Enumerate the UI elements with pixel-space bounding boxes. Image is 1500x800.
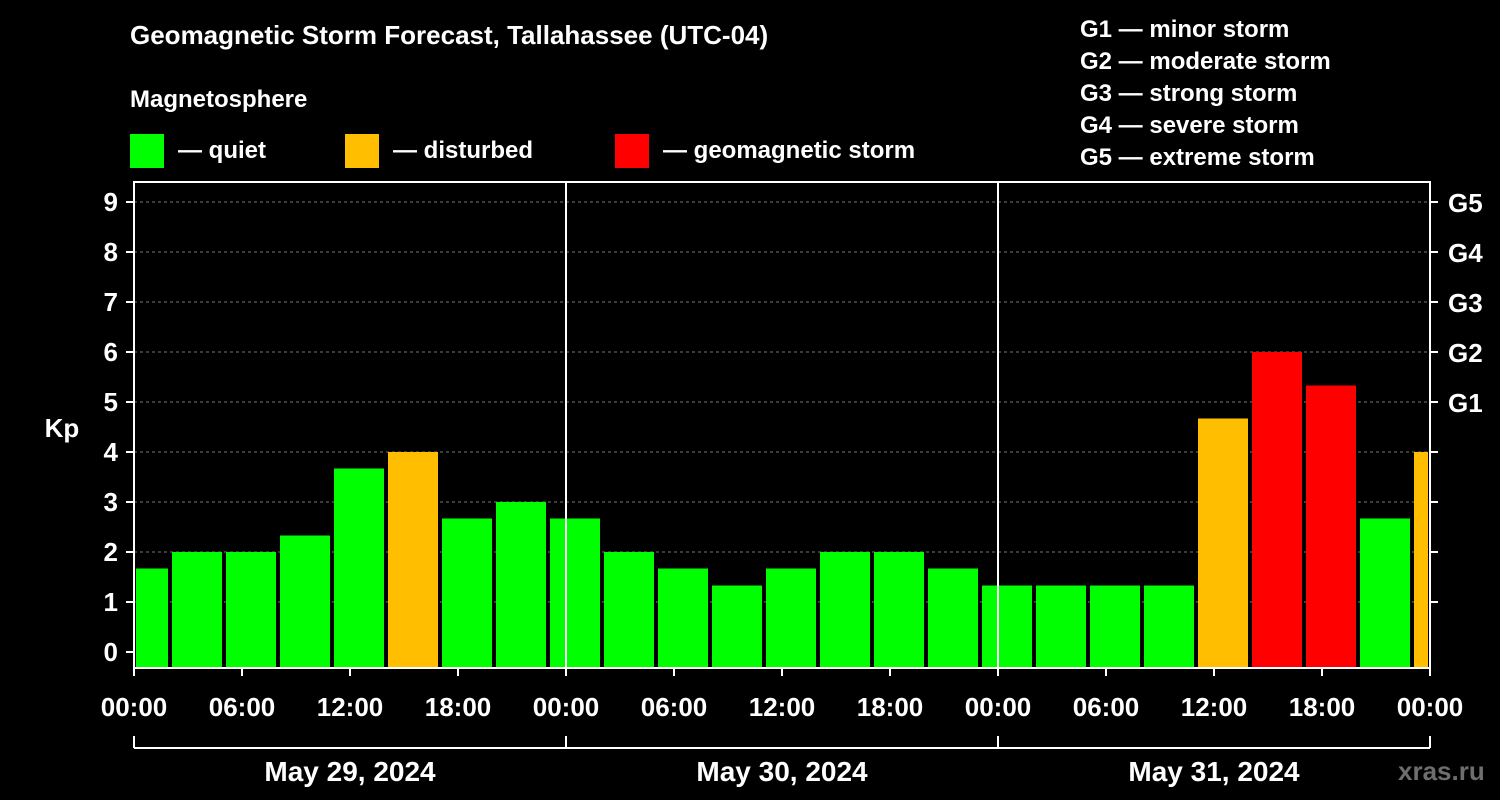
- legend-quiet-label: — quiet: [178, 137, 266, 164]
- bar-12: [766, 568, 816, 668]
- storm-level-g1: G1 — minor storm: [1080, 16, 1290, 43]
- x-tick-label-12: 00:00: [1397, 692, 1464, 722]
- x-tick-label-8: 00:00: [965, 692, 1032, 722]
- bar-21: [1252, 352, 1302, 668]
- bar-2: [226, 552, 276, 668]
- bar-18: [1090, 585, 1140, 668]
- watermark: xras.ru: [1398, 756, 1485, 786]
- y-tick-label-1: 1: [104, 587, 118, 617]
- x-tick-label-7: 18:00: [857, 692, 924, 722]
- bar-22: [1306, 385, 1356, 668]
- bar-10: [658, 568, 708, 668]
- legend-storm-swatch: [615, 134, 649, 168]
- legend-disturbed-label: — disturbed: [393, 137, 534, 164]
- g-label-g3: G3: [1448, 288, 1483, 318]
- y-tick-label-3: 3: [104, 487, 118, 517]
- bar-6: [442, 518, 492, 668]
- g-label-g4: G4: [1448, 238, 1483, 268]
- storm-level-g5: G5 — extreme storm: [1080, 144, 1315, 171]
- bar-20: [1198, 418, 1248, 668]
- bar-15: [928, 568, 978, 668]
- bar-13: [820, 552, 870, 668]
- y-tick-label-8: 8: [104, 237, 118, 267]
- bar-5: [388, 452, 438, 668]
- x-tick-label-6: 12:00: [749, 692, 816, 722]
- y-tick-label-5: 5: [104, 387, 118, 417]
- legend-disturbed-swatch: [345, 134, 379, 168]
- y-tick-label-6: 6: [104, 337, 118, 367]
- legend-quiet: — quiet: [130, 134, 266, 168]
- bar-9: [604, 552, 654, 668]
- g-label-g5: G5: [1448, 188, 1483, 218]
- x-tick-label-0: 00:00: [101, 692, 168, 722]
- storm-level-g4: G4 — severe storm: [1080, 112, 1299, 139]
- bar-23: [1360, 518, 1410, 668]
- chart-title: Geomagnetic Storm Forecast, Tallahassee …: [130, 20, 769, 50]
- legend-quiet-swatch: [130, 134, 164, 168]
- bar-7: [496, 502, 546, 668]
- bar-24: [1414, 452, 1428, 668]
- x-tick-label-2: 12:00: [317, 692, 384, 722]
- x-tick-label-1: 06:00: [209, 692, 276, 722]
- legend-disturbed: — disturbed: [345, 134, 533, 168]
- g-label-g1: G1: [1448, 388, 1483, 418]
- legend-storm: — geomagnetic storm: [615, 134, 915, 168]
- date-label-2: May 31, 2024: [1128, 756, 1300, 787]
- bar-8: [550, 518, 600, 668]
- date-label-1: May 30, 2024: [696, 756, 868, 787]
- storm-level-list: G1 — minor storm G2 — moderate storm G3 …: [1080, 14, 1331, 174]
- legend-storm-label: — geomagnetic storm: [663, 137, 916, 164]
- x-tick-label-3: 18:00: [425, 692, 492, 722]
- y-tick-label-0: 0: [104, 637, 118, 667]
- y-axis-label: Kp: [45, 413, 80, 443]
- y-tick-label-2: 2: [104, 537, 118, 567]
- y-tick-label-4: 4: [104, 437, 119, 467]
- x-tick-label-5: 06:00: [641, 692, 708, 722]
- bar-0: [136, 568, 168, 668]
- g-label-g2: G2: [1448, 338, 1483, 368]
- bar-14: [874, 552, 924, 668]
- chart-subtitle: Magnetosphere: [130, 86, 308, 113]
- x-tick-label-9: 06:00: [1073, 692, 1140, 722]
- y-tick-label-7: 7: [104, 287, 118, 317]
- x-tick-label-11: 18:00: [1289, 692, 1356, 722]
- y-tick-label-9: 9: [104, 187, 118, 217]
- bar-19: [1144, 585, 1194, 668]
- x-tick-label-4: 00:00: [533, 692, 600, 722]
- bar-11: [712, 585, 762, 668]
- storm-level-g3: G3 — strong storm: [1080, 80, 1298, 107]
- date-label-0: May 29, 2024: [264, 756, 436, 787]
- storm-level-g2: G2 — moderate storm: [1080, 48, 1331, 75]
- x-tick-label-10: 12:00: [1181, 692, 1248, 722]
- bar-16: [982, 585, 1032, 668]
- bar-17: [1036, 585, 1086, 668]
- bar-1: [172, 552, 222, 668]
- bar-4: [334, 468, 384, 668]
- bar-3: [280, 535, 330, 668]
